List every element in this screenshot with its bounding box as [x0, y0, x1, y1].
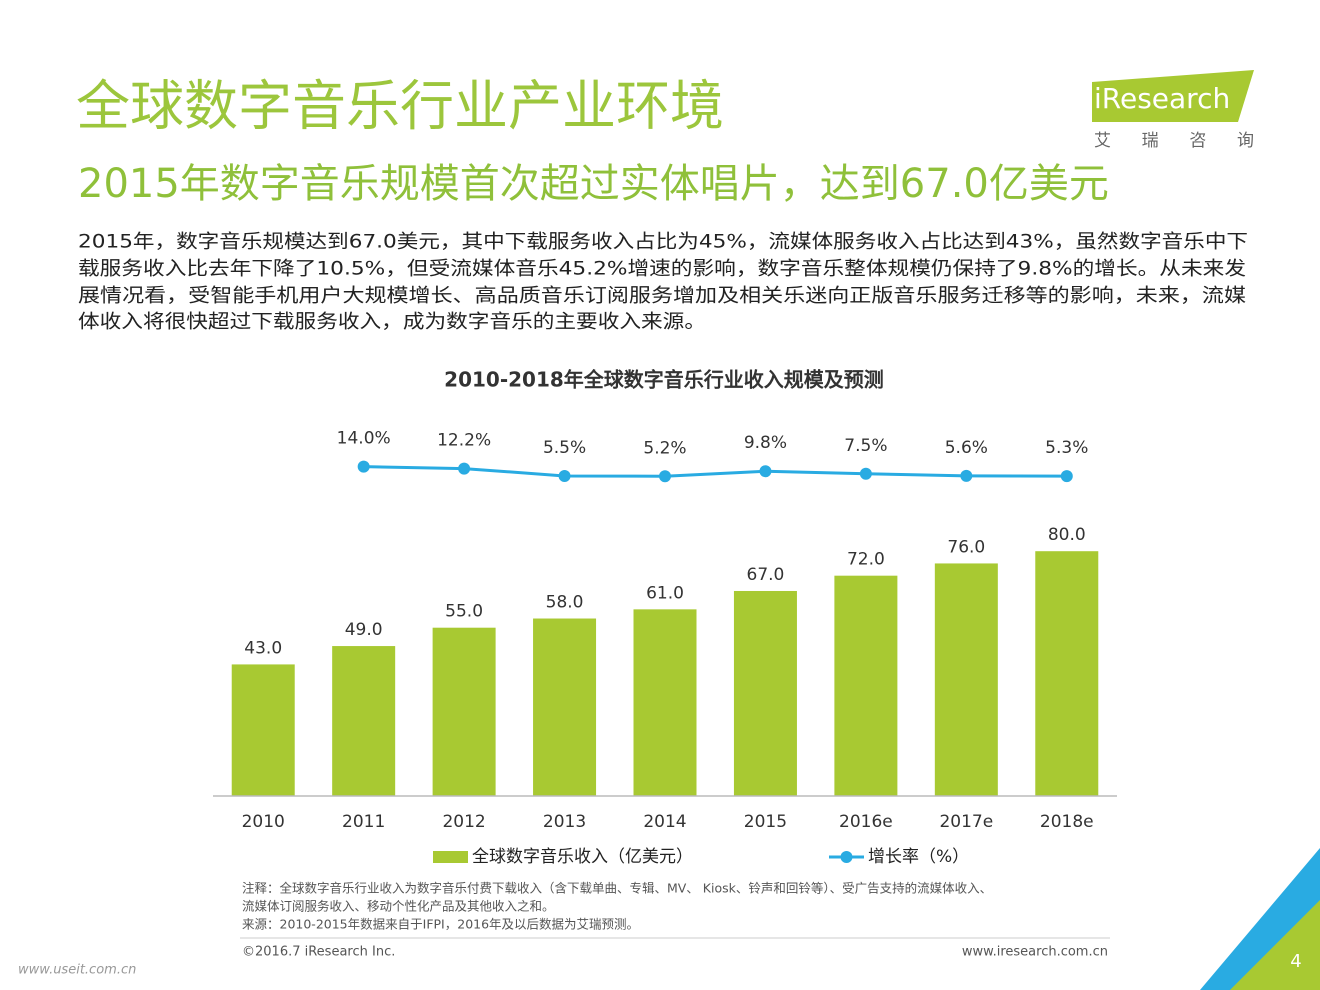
bar — [231, 664, 295, 796]
x-tick-label: 2011 — [342, 812, 385, 832]
bar — [332, 646, 396, 796]
slide-subtitle: 2015年数字音乐规模首次超过实体唱片，达到67.0亿美元 — [78, 161, 1109, 207]
growth-value-label: 14.0% — [337, 429, 391, 449]
growth-dot — [859, 467, 872, 480]
bar — [1035, 551, 1099, 796]
growth-value-label: 5.3% — [1045, 438, 1088, 458]
body-line: 2015年，数字音乐规模达到67.0美元，其中下载服务收入占比为45%，流媒体服… — [78, 231, 1248, 253]
slide-title: 全球数字音乐行业产业环境 — [76, 75, 724, 138]
corner-green — [1230, 900, 1320, 990]
x-tick-label: 2017e — [939, 812, 993, 832]
x-tick-label: 2015 — [744, 812, 787, 832]
bar — [533, 618, 597, 796]
bar — [934, 563, 998, 796]
chart-title: 2010-2018年全球数字音乐行业收入规模及预测 — [444, 368, 884, 392]
x-tick-label: 2016e — [839, 812, 893, 832]
bar — [633, 609, 697, 796]
bar-value-label: 55.0 — [445, 602, 483, 622]
bar — [834, 575, 898, 796]
growth-dot — [1060, 470, 1073, 483]
bar-value-label: 72.0 — [847, 550, 885, 570]
bar — [432, 627, 496, 796]
bar-value-label: 49.0 — [345, 620, 383, 640]
footer-right: www.iresearch.com.cn — [962, 945, 1108, 960]
bar-value-label: 80.0 — [1048, 525, 1086, 545]
logo-cn: 艾 瑞 咨 询 — [1094, 131, 1254, 151]
page-number: 4 — [1290, 951, 1301, 972]
body-line: 载服务收入比去年下降了10.5%，但受流媒体音乐45.2%增速的影响，数字音乐整… — [78, 258, 1246, 280]
body-line: 展情况看，受智能手机用户大规模增长、高品质音乐订阅服务增加及相关乐迷向正版音乐服… — [78, 285, 1246, 307]
growth-value-label: 5.2% — [643, 438, 686, 458]
legend-label: 增长率（%） — [868, 847, 969, 867]
growth-value-label: 5.6% — [945, 438, 988, 458]
growth-value-label: 12.2% — [437, 431, 491, 451]
note-line: 流媒体订阅服务收入、移动个性化产品及其他收入之和。 — [242, 899, 555, 914]
legend-label: 全球数字音乐收入（亿美元） — [472, 847, 693, 867]
note-line: 注释：全球数字音乐行业收入为数字音乐付费下载收入（含下载单曲、专辑、MV、 Ki… — [242, 881, 992, 896]
body-line: 体收入将很快超过下载服务收入，成为数字音乐的主要收入来源。 — [78, 311, 706, 333]
logo: iResearch — [1094, 82, 1230, 115]
x-tick-label: 2013 — [543, 812, 586, 832]
legend-dot — [840, 851, 853, 863]
x-tick-label: 2010 — [242, 812, 285, 832]
watermark: www.useit.com.cn — [18, 963, 136, 978]
growth-dot — [960, 469, 973, 482]
growth-line — [363, 465, 1067, 478]
growth-dot — [458, 462, 471, 475]
logo-badge — [1092, 70, 1254, 122]
growth-dot — [558, 469, 571, 482]
legend-swatch — [433, 851, 468, 863]
bar — [733, 590, 797, 796]
growth-value-label: 5.5% — [543, 438, 586, 458]
growth-value-label: 7.5% — [844, 436, 887, 456]
bar-value-label: 61.0 — [646, 583, 684, 603]
growth-dot — [659, 470, 671, 483]
x-tick-label: 2012 — [442, 812, 485, 832]
bar-value-label: 58.0 — [546, 593, 584, 613]
x-tick-label: 2014 — [643, 812, 686, 832]
growth-value-label: 9.8% — [744, 433, 787, 453]
growth-dot — [357, 460, 370, 473]
bar-value-label: 76.0 — [947, 537, 985, 557]
note-line: 来源：2010-2015年数据来自于IFPI，2016年及以后数据为艾瑞预测。 — [242, 917, 639, 932]
x-tick-label: 2018e — [1040, 812, 1094, 832]
bar-value-label: 43.0 — [244, 638, 282, 658]
chart: 43.0 49.0 55.0 58.0 61.0 67.0 72.0 76.0 80.0 14.0… — [213, 429, 1117, 867]
growth-dot — [759, 465, 772, 478]
footer-left: ©2016.7 iResearch Inc. — [242, 945, 395, 960]
bar-value-label: 67.0 — [747, 565, 785, 585]
